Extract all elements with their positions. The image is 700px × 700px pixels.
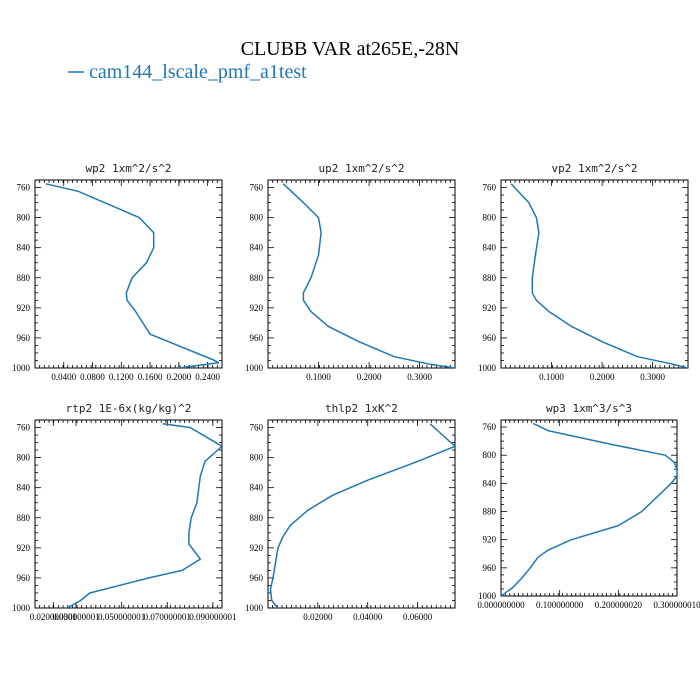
chart-panel-1: wp2 1xm^2/s^2 760 800 840 880 920 960 1000 0.040… [12, 162, 223, 382]
chart-panel-4: rtp2 1E-6x(kg/kg)^2 760 800 840 880 920 960 100… [12, 402, 237, 622]
y-tick-label: 800 [483, 213, 497, 223]
y-tick-label: 760 [17, 183, 31, 193]
y-tick-label: 1000 [12, 603, 31, 613]
x-tick-label: 0.06000 [403, 612, 433, 622]
legend-label: cam144_lscale_pmf_a1test [89, 61, 307, 83]
y-tick-label: 960 [483, 333, 497, 343]
y-tick-label: 880 [250, 273, 264, 283]
y-tick-label: 800 [250, 213, 264, 223]
plot-frame [34, 419, 223, 609]
x-tick-label: 0.0400 [51, 372, 76, 382]
y-tick-label: 800 [483, 450, 497, 460]
x-tick-label: 0.2000 [166, 372, 191, 382]
x-tick-label: 0.3000 [407, 372, 432, 382]
y-tick-label: 760 [250, 423, 264, 433]
y-tick-label: 960 [17, 333, 31, 343]
y-tick-label: 960 [250, 333, 264, 343]
x-tick-label: 0.1000 [539, 372, 564, 382]
series-line [510, 183, 688, 368]
chart-panel-5: thlp2 1xK^2 760 800 840 880 920 960 1000 0.02000… [245, 402, 456, 622]
y-tick-label: 920 [17, 543, 31, 553]
x-tick-label: 0.3000 [640, 372, 665, 382]
x-tick-label: 0.300000010 [653, 600, 700, 610]
x-tick-label: 0.1000 [306, 372, 331, 382]
y-tick-label: 840 [250, 483, 264, 493]
plot-frame [34, 179, 223, 369]
y-tick-label: 840 [483, 478, 497, 488]
panel-title: wp2 1xm^2/s^2 [85, 162, 171, 175]
plot-frame [500, 179, 689, 369]
x-tick-label: 0.050000001 [98, 612, 145, 622]
y-tick-label: 800 [17, 213, 31, 223]
panel-title: thlp2 1xK^2 [325, 402, 398, 415]
y-tick-label: 880 [483, 273, 497, 283]
x-tick-label: 0.2000 [357, 372, 382, 382]
panel-title: rtp2 1E-6x(kg/kg)^2 [66, 402, 192, 415]
y-tick-label: 840 [483, 243, 497, 253]
y-tick-label: 920 [483, 303, 497, 313]
y-tick-label: 800 [250, 453, 264, 463]
y-tick-label: 1000 [12, 363, 31, 373]
y-tick-label: 880 [250, 513, 264, 523]
y-tick-label: 880 [17, 513, 31, 523]
x-tick-label: 0.020000001 [30, 612, 77, 622]
chart-panel-2: up2 1xm^2/s^2 760 800 840 880 920 960 1000 0.100… [245, 162, 456, 382]
y-tick-label: 920 [250, 303, 264, 313]
figure-title: CLUBB VAR at265E,-28N [241, 38, 460, 60]
series-line [282, 183, 455, 368]
y-tick-label: 1000 [245, 363, 264, 373]
x-tick-label: 0.200000020 [595, 600, 643, 610]
y-tick-label: 840 [250, 243, 264, 253]
chart-panel-6: wp3 1xm^3/s^3 760 800 840 880 920 960 10000.000… [477, 402, 700, 610]
x-tick-label: 0.1200 [109, 372, 134, 382]
y-tick-label: 920 [250, 543, 264, 553]
y-tick-label: 920 [17, 303, 31, 313]
y-tick-label: 760 [483, 183, 497, 193]
panel-title: wp3 1xm^3/s^3 [546, 402, 632, 415]
y-tick-label: 960 [250, 573, 264, 583]
y-tick-label: 960 [17, 573, 31, 583]
y-tick-label: 880 [17, 273, 31, 283]
series-line [269, 423, 455, 608]
x-tick-label: 0.070000001 [144, 612, 191, 622]
x-tick-label: 0.2400 [195, 372, 220, 382]
y-tick-label: 760 [250, 183, 264, 193]
y-tick-label: 760 [17, 423, 31, 433]
x-tick-label: 0.02000 [303, 612, 333, 622]
y-tick-label: 840 [17, 243, 31, 253]
series-line [66, 423, 222, 608]
x-tick-label: 0.030000001 [52, 612, 99, 622]
x-tick-label: 0.1600 [138, 372, 163, 382]
plot-frame [267, 179, 456, 369]
x-tick-label: 0.100000000 [536, 600, 584, 610]
y-tick-label: 1000 [478, 363, 497, 373]
x-tick-label: 0.0800 [80, 372, 105, 382]
y-tick-label: 920 [483, 535, 497, 545]
panels: wp2 1xm^2/s^2 760 800 840 880 920 960 1000 0.040… [12, 162, 700, 622]
x-tick-label: 0.2000 [590, 372, 615, 382]
chart-panel-3: vp2 1xm^2/s^2 760 800 840 880 920 960 1000 0.100… [478, 162, 689, 382]
y-tick-label: 1000 [478, 591, 497, 601]
x-tick-label: 0.04000 [353, 612, 383, 622]
x-tick-label: 0.000000000 [477, 600, 525, 610]
x-tick-label: 0.090000001 [189, 612, 236, 622]
y-tick-label: 880 [483, 507, 497, 517]
y-tick-label: 840 [17, 483, 31, 493]
panel-title: vp2 1xm^2/s^2 [551, 162, 637, 175]
plot-frame [500, 419, 678, 597]
panel-title: up2 1xm^2/s^2 [318, 162, 404, 175]
y-tick-label: 760 [483, 422, 497, 432]
plot-frame [267, 419, 456, 609]
y-tick-label: 960 [483, 563, 497, 573]
series-line [45, 183, 220, 368]
y-tick-label: 800 [17, 453, 31, 463]
series-line [501, 422, 677, 596]
y-tick-label: 1000 [245, 603, 264, 613]
